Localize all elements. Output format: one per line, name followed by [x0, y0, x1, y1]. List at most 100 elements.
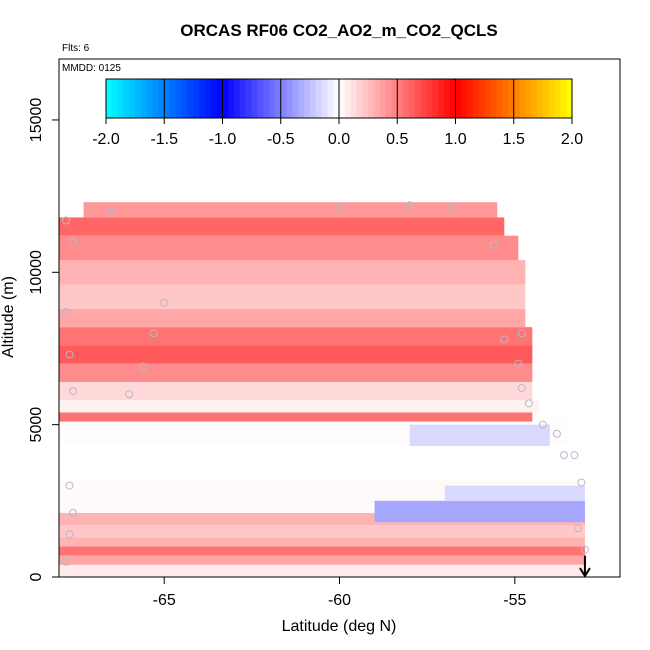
heatmap-band	[59, 564, 585, 577]
sample-point	[524, 399, 533, 408]
sample-point	[577, 478, 586, 487]
colorbar-swatch	[269, 79, 276, 118]
flights-label: Flts: 6	[62, 43, 90, 54]
colorbar-swatch	[205, 79, 212, 118]
colorbar-swatch	[344, 79, 352, 118]
colorbar-swatch	[140, 79, 148, 118]
colorbar-tick-label: 2.0	[561, 131, 583, 148]
colorbar-swatch	[560, 79, 567, 118]
colorbar-swatch	[327, 79, 334, 118]
colorbar-swatch	[368, 79, 375, 118]
sample-point	[552, 429, 561, 438]
heatmap-band	[59, 345, 533, 364]
colorbar-swatch	[170, 79, 177, 118]
x-axis-label: Latitude (deg N)	[282, 618, 397, 635]
colorbar-swatch	[251, 79, 259, 118]
sample-point	[538, 420, 547, 429]
colorbar-swatch	[106, 79, 113, 118]
heatmap-band	[59, 442, 585, 480]
sample-point	[69, 509, 78, 518]
colorbar-swatch	[286, 79, 293, 118]
sample-point	[69, 387, 78, 396]
sample-point	[139, 362, 148, 371]
colorbar-tick-label: -1.0	[209, 131, 237, 148]
colorbar-swatch	[373, 79, 381, 118]
sample-point	[489, 240, 498, 249]
colorbar-swatch	[187, 79, 194, 118]
heatmap-band	[59, 363, 533, 382]
colorbar-tick-label: 0.5	[386, 131, 408, 148]
sample-point	[500, 335, 509, 344]
sample-point	[107, 207, 116, 216]
colorbar-swatch	[304, 79, 311, 118]
colorbar-swatch	[414, 79, 422, 118]
colorbar-swatch	[333, 79, 340, 118]
y-tick-label: 15000	[28, 98, 45, 143]
y-tick-label: 10000	[28, 250, 45, 295]
colorbar-swatch	[181, 79, 189, 118]
colorbar-swatch	[164, 79, 171, 118]
colorbar-swatch	[193, 79, 200, 118]
sample-point	[517, 384, 526, 393]
sample-point	[69, 237, 78, 246]
colorbar-swatch	[111, 79, 119, 118]
sample-point	[405, 201, 414, 210]
sample-point	[559, 451, 568, 460]
y-axis-label: Altitude (m)	[0, 276, 17, 358]
sample-point	[447, 204, 456, 213]
colorbar-swatch	[158, 79, 165, 118]
colorbar-tick-label: 0.0	[328, 131, 350, 148]
colorbar-swatch	[216, 79, 224, 118]
heatmap-band	[59, 217, 505, 236]
colorbar-swatch	[531, 79, 538, 118]
colorbar-swatch	[554, 79, 561, 118]
x-tick-label: -55	[503, 592, 526, 609]
colorbar-swatch	[362, 79, 369, 118]
colorbar-swatch	[175, 79, 183, 118]
heatmap-band	[59, 400, 540, 413]
heatmap-band	[59, 235, 519, 261]
colorbar-swatch	[438, 79, 445, 118]
colorbar-swatch	[199, 79, 206, 118]
colorbar-tick-label: 1.0	[444, 131, 466, 148]
sample-point	[62, 557, 71, 566]
colorbar-swatch	[379, 79, 387, 118]
sample-point	[570, 451, 579, 460]
heatmap-band	[59, 537, 585, 547]
colorbar-swatch	[117, 79, 125, 118]
colorbar-swatch	[519, 79, 526, 118]
colorbar-swatch	[263, 79, 270, 118]
date-label: MMDD: 0125	[62, 63, 121, 74]
axes: -65 -60 -55 0 5000 10000 15000	[28, 58, 621, 609]
colorbar-swatch	[496, 79, 503, 118]
colorbar-tick-label: -2.0	[92, 131, 120, 148]
sample-point	[335, 204, 344, 213]
heatmap-band	[59, 546, 585, 556]
colorbar-swatch	[339, 79, 346, 118]
sample-point	[62, 307, 71, 316]
colorbar-swatch	[350, 79, 358, 118]
colorbar-swatch	[280, 79, 288, 118]
sample-point	[65, 530, 74, 539]
sample-point	[160, 298, 169, 307]
colorbar-swatch	[443, 79, 451, 118]
sample-point	[125, 390, 134, 399]
colorbar-swatch	[507, 79, 515, 118]
colorbar-swatch	[449, 79, 457, 118]
sample-point	[517, 329, 526, 338]
colorbar-swatch	[455, 79, 462, 118]
arrow-head	[579, 567, 591, 578]
colorbar-swatch	[525, 79, 532, 118]
colorbar-swatch	[432, 79, 439, 118]
x-tick-label: -60	[328, 592, 351, 609]
y-tick-label: 0	[28, 572, 45, 581]
heatmap-negative-patch	[444, 485, 585, 501]
colorbar-swatch	[245, 79, 253, 118]
heatmap-band	[59, 555, 585, 565]
colorbar-swatch	[210, 79, 218, 118]
colorbar-swatch	[222, 79, 229, 118]
colorbar-swatch	[548, 79, 556, 118]
colorbar-swatch	[309, 79, 317, 118]
colorbar-tick-label: -0.5	[267, 131, 295, 148]
